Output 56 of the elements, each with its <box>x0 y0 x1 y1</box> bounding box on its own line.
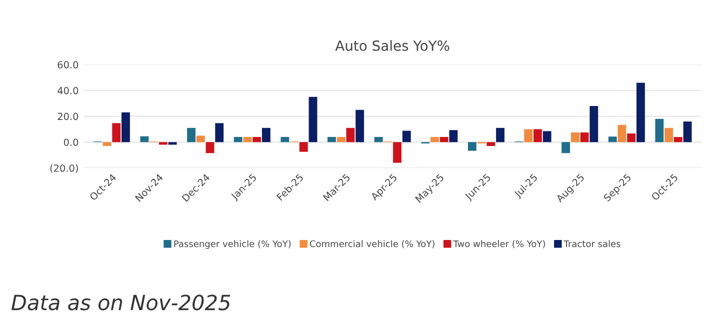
chart-title: Auto Sales YoY% <box>335 40 450 51</box>
bar <box>590 106 598 142</box>
bar <box>627 133 636 142</box>
bar <box>468 142 476 151</box>
bar <box>243 136 252 142</box>
bar <box>168 142 177 145</box>
bar <box>655 118 664 142</box>
bar <box>336 136 346 142</box>
bar <box>346 128 355 142</box>
bar <box>112 123 121 142</box>
y-tick-label: 0.0 <box>64 138 78 146</box>
bar <box>608 136 617 142</box>
bar <box>102 142 112 146</box>
bar <box>664 128 673 142</box>
bar <box>308 96 318 142</box>
bar <box>542 131 552 142</box>
bar <box>234 136 242 142</box>
bar <box>187 128 196 142</box>
text: Data as on Nov-2025 <box>11 294 230 310</box>
bar <box>636 82 645 142</box>
bar <box>393 142 402 163</box>
bar <box>262 128 270 142</box>
bar <box>196 136 205 142</box>
legend-label: Commercial vehicle (% YoY) <box>310 240 434 248</box>
legend-label: Passenger vehicle (% YoY) <box>174 240 291 249</box>
bar <box>402 130 411 142</box>
bar <box>486 142 496 146</box>
bar <box>252 136 262 142</box>
y-tick-label: 20.0 <box>58 112 78 120</box>
y-tick-label: 40.0 <box>58 86 78 94</box>
bar <box>524 129 533 142</box>
bar <box>206 142 214 154</box>
bar <box>215 123 224 142</box>
bar <box>449 130 458 142</box>
bar <box>440 136 448 142</box>
bar <box>674 136 682 142</box>
legend-label: Tractor sales <box>564 240 620 248</box>
bar <box>562 142 570 154</box>
bar <box>158 142 168 145</box>
bar <box>328 136 336 142</box>
bar <box>280 136 290 142</box>
bar <box>618 124 626 142</box>
bar <box>580 132 589 142</box>
bar <box>533 129 542 142</box>
bar <box>140 136 149 142</box>
bar <box>430 136 439 142</box>
bar <box>374 136 383 142</box>
bar <box>299 142 308 152</box>
bar <box>570 132 580 142</box>
bar <box>356 110 364 142</box>
bar <box>683 121 692 142</box>
bar <box>496 128 504 142</box>
legend-label: Two wheeler (% YoY) <box>453 240 545 248</box>
y-tick-label: 60.0 <box>58 61 78 68</box>
bar <box>122 112 130 142</box>
y-tick-label: (20.0) <box>50 164 78 173</box>
